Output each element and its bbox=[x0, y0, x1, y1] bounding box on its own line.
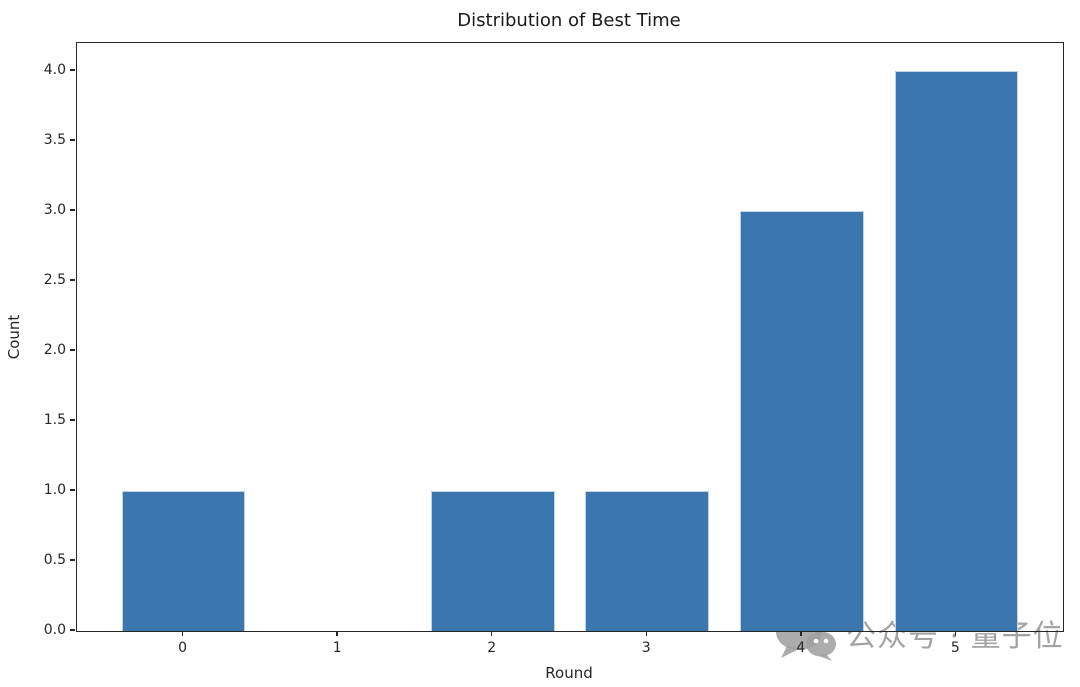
y-tick-mark bbox=[70, 629, 75, 631]
y-tick-label: 4.0 bbox=[43, 62, 66, 78]
y-tick-label: 3.5 bbox=[43, 132, 66, 148]
y-tick-mark bbox=[70, 349, 75, 351]
x-tick-label: 4 bbox=[796, 640, 806, 656]
y-tick-mark bbox=[70, 209, 75, 211]
x-tick-label: 1 bbox=[332, 640, 342, 656]
bars-container bbox=[77, 43, 1063, 631]
bar-round-4 bbox=[740, 211, 864, 631]
x-tick-mark bbox=[181, 631, 184, 636]
y-tick-mark bbox=[70, 559, 75, 561]
x-tick-mark bbox=[954, 631, 957, 636]
bar-round-5 bbox=[894, 71, 1019, 631]
y-tick-label: 2.0 bbox=[43, 342, 66, 358]
y-tick-label: 1.0 bbox=[43, 482, 66, 498]
y-tick-mark bbox=[70, 139, 75, 141]
x-tick-mark bbox=[645, 631, 648, 636]
x-tick-label: 0 bbox=[178, 640, 188, 656]
bar-round-3 bbox=[585, 491, 710, 631]
bar-round-0 bbox=[121, 491, 246, 631]
y-tick-mark bbox=[70, 279, 75, 281]
y-tick-mark bbox=[70, 419, 75, 421]
bar-round-2 bbox=[430, 491, 555, 631]
y-tick-mark bbox=[70, 489, 75, 491]
x-axis-label: Round bbox=[545, 664, 593, 682]
y-tick-label: 0.0 bbox=[43, 622, 66, 638]
x-tick-label: 3 bbox=[641, 640, 651, 656]
y-tick-label: 3.0 bbox=[43, 202, 66, 218]
plot-area bbox=[76, 42, 1064, 632]
x-tick-label: 2 bbox=[487, 640, 497, 656]
y-tick-label: 0.5 bbox=[43, 552, 66, 568]
x-tick-mark bbox=[800, 631, 802, 636]
x-tick-mark bbox=[490, 631, 493, 636]
y-tick-label: 1.5 bbox=[43, 412, 66, 428]
x-tick-mark bbox=[336, 631, 338, 636]
chart-title: Distribution of Best Time bbox=[457, 10, 681, 31]
y-tick-label: 2.5 bbox=[43, 272, 66, 288]
x-tick-label: 5 bbox=[950, 640, 960, 656]
y-tick-mark bbox=[70, 69, 75, 71]
y-axis-label: Count bbox=[5, 314, 23, 360]
